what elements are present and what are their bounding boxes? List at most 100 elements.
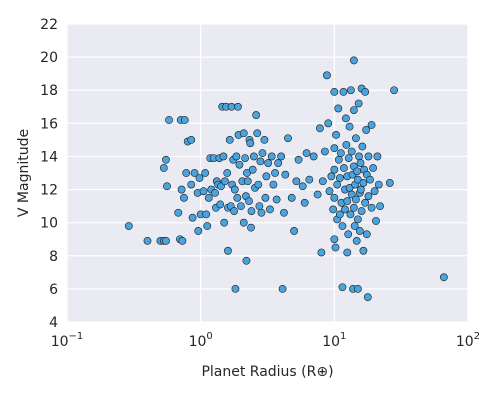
data-points <box>124 56 448 302</box>
data-point <box>343 248 352 257</box>
data-point <box>243 177 252 186</box>
data-point <box>324 119 333 128</box>
data-point <box>272 195 281 204</box>
data-point <box>358 142 367 151</box>
data-point <box>239 129 248 138</box>
data-point <box>269 180 278 189</box>
data-point <box>349 203 358 212</box>
data-point <box>339 87 348 96</box>
data-point <box>159 164 168 172</box>
data-point <box>165 116 173 124</box>
data-point <box>330 144 339 153</box>
data-point <box>219 152 228 161</box>
data-point <box>180 116 189 124</box>
data-point <box>340 164 348 172</box>
data-point <box>256 157 265 166</box>
data-point <box>347 190 356 199</box>
data-point <box>338 283 347 292</box>
y-tick-label: 22 <box>40 17 58 33</box>
data-point <box>343 197 352 206</box>
y-axis-label: V Magnitude <box>16 129 32 217</box>
data-point <box>178 236 187 245</box>
x-tick-label: 100 <box>189 331 213 350</box>
data-point <box>195 174 204 182</box>
data-point <box>298 182 307 191</box>
data-point <box>364 192 373 201</box>
data-point <box>271 169 279 177</box>
data-point <box>260 135 269 144</box>
y-tick-label: 12 <box>40 183 58 199</box>
data-point <box>294 155 303 164</box>
data-point <box>357 207 366 215</box>
data-point <box>274 159 283 167</box>
data-point <box>361 198 370 207</box>
data-point <box>359 246 368 255</box>
x-tick-label: 101 <box>322 331 346 350</box>
data-point <box>356 159 365 167</box>
data-point <box>376 202 384 211</box>
data-point <box>182 169 191 177</box>
data-point <box>354 99 363 108</box>
data-point <box>190 169 199 177</box>
data-point <box>361 87 370 96</box>
data-point <box>364 152 373 161</box>
data-point <box>230 185 239 194</box>
data-point <box>305 175 314 184</box>
data-point <box>188 213 197 222</box>
data-point <box>247 207 256 215</box>
data-point <box>199 187 208 196</box>
data-point <box>201 169 210 177</box>
data-point <box>203 222 212 230</box>
y-tick-label: 10 <box>40 216 58 232</box>
data-point <box>231 284 240 293</box>
data-point <box>346 210 355 219</box>
data-point <box>241 154 249 162</box>
data-point <box>258 149 267 158</box>
data-point <box>187 180 196 189</box>
data-point <box>353 215 362 224</box>
data-point <box>342 140 351 149</box>
data-point <box>330 87 339 96</box>
data-point <box>163 182 171 191</box>
data-point <box>300 198 309 207</box>
y-tick-label: 14 <box>40 149 58 165</box>
data-point <box>390 86 398 95</box>
data-point <box>313 190 322 199</box>
data-point <box>239 218 248 227</box>
data-point <box>257 208 266 217</box>
data-point <box>221 177 229 186</box>
data-point <box>353 167 361 176</box>
data-point <box>367 203 376 212</box>
data-point <box>346 86 355 95</box>
data-point <box>335 174 344 182</box>
data-point <box>204 193 213 202</box>
data-point <box>351 195 360 204</box>
data-point <box>352 236 361 245</box>
data-point <box>325 187 334 196</box>
data-point <box>374 180 383 189</box>
data-point <box>180 193 188 202</box>
y-tick-label: 8 <box>49 249 58 265</box>
data-point <box>264 159 273 167</box>
data-point <box>253 129 262 138</box>
data-point <box>245 197 253 206</box>
data-point <box>174 208 183 217</box>
data-point <box>353 284 362 293</box>
data-point <box>261 193 270 202</box>
data-point <box>290 227 298 235</box>
data-point <box>334 104 343 113</box>
y-tick-label: 4 <box>49 315 58 331</box>
grid-lines <box>66 23 469 323</box>
data-point <box>330 235 339 244</box>
data-point <box>255 202 264 211</box>
data-point <box>323 71 331 80</box>
data-point <box>344 154 353 162</box>
data-point <box>318 177 327 186</box>
data-point <box>341 114 350 123</box>
data-point <box>267 152 276 161</box>
data-point <box>356 185 365 194</box>
x-tick-label: 102 <box>456 331 480 350</box>
y-tick-label: 20 <box>40 50 58 66</box>
data-point <box>350 222 359 230</box>
data-point <box>143 236 152 245</box>
